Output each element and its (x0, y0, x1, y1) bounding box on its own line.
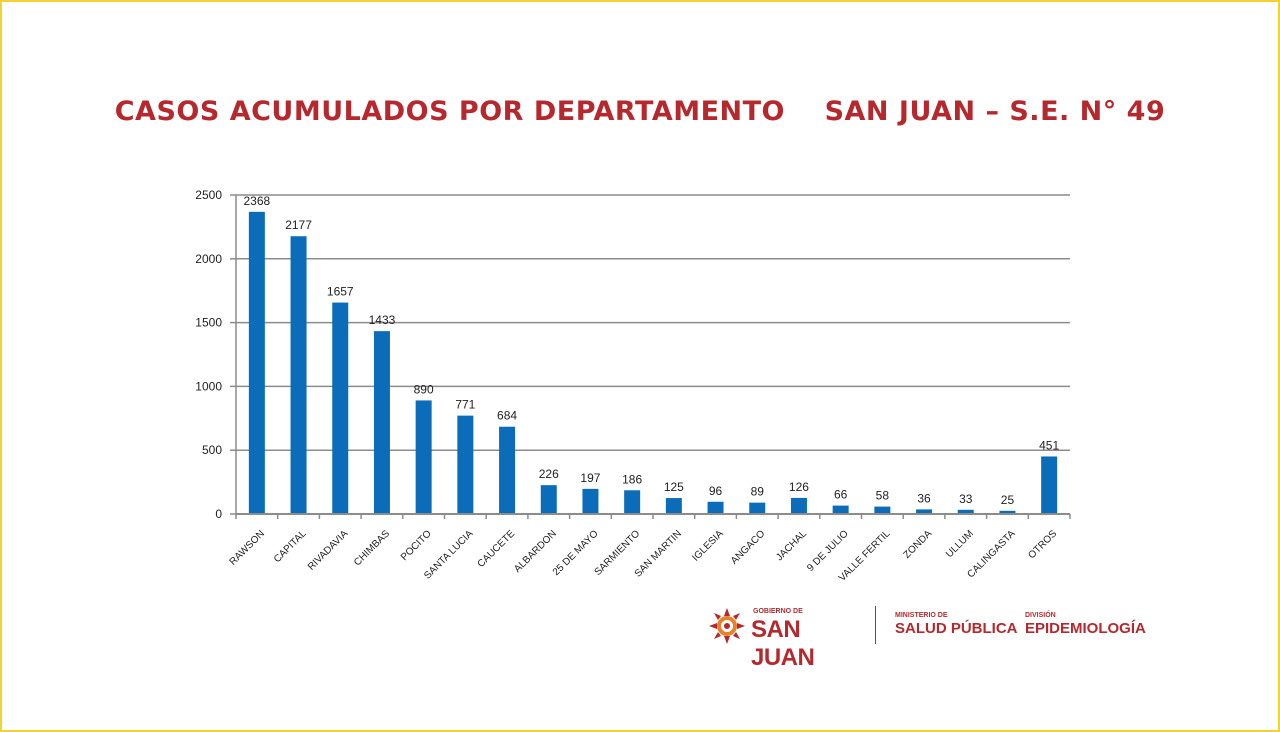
y-tick-label: 1000 (195, 379, 222, 393)
san-juan-label: SAN JUAN (751, 616, 815, 671)
y-tick-label: 500 (202, 443, 222, 457)
x-tick-label: ANGACO (729, 528, 768, 567)
data-label: 1657 (327, 285, 354, 299)
footer-logos: GOBIERNO DE SAN JUAN MINISTERIO DE SALUD… (705, 602, 1155, 671)
data-label: 36 (917, 491, 931, 505)
chart-title: CASOS ACUMULADOS POR DEPARTAMENTO SAN JU… (114, 96, 1166, 127)
x-tick-label: CHIMBAS (352, 528, 392, 568)
x-tick-label: JACHAL (774, 528, 809, 563)
data-label: 451 (1039, 438, 1059, 452)
data-label: 33 (959, 492, 973, 506)
data-label: 197 (580, 471, 600, 485)
bar-chart: 0 500 1000 1500 2000 2500 2368 RAWSON 2177 CAPITA… (195, 188, 1071, 584)
data-label: 89 (751, 485, 765, 499)
data-label: 96 (709, 484, 723, 498)
y-tick-label: 2500 (195, 188, 222, 202)
ministerio-salud-logo: MINISTERIO DE SALUD PÚBLICA (895, 612, 1018, 637)
bar (790, 497, 807, 514)
bar (540, 485, 557, 514)
bar (874, 506, 891, 514)
x-tick-label: RAWSON (228, 528, 267, 567)
data-label: 58 (876, 489, 890, 503)
data-label: 25 (1001, 493, 1015, 507)
x-tick-label: RIVADAVIA (306, 528, 351, 573)
data-label: 1433 (369, 313, 396, 327)
bar (957, 509, 974, 514)
logo-divider (875, 606, 876, 644)
salud-publica-label: SALUD PÚBLICA (895, 620, 1018, 637)
y-tick-label: 1500 (195, 316, 222, 330)
data-label: 125 (664, 480, 684, 494)
x-tick-label: OTROS (1026, 528, 1059, 561)
gobierno-de-label: GOBIERNO DE (753, 608, 803, 615)
bar (248, 211, 265, 514)
x-tick-label: ZONDA (902, 528, 935, 561)
bar (373, 331, 390, 514)
x-tick-label: CAPITAL (272, 528, 309, 565)
x-tick-label: CAUCETE (476, 528, 518, 570)
data-label: 66 (834, 488, 848, 502)
bar (332, 302, 349, 514)
bar (916, 509, 933, 514)
gobierno-san-juan-logo: GOBIERNO DE SAN JUAN (705, 604, 865, 671)
data-label: 2368 (243, 194, 270, 208)
x-tick-label: IGLESIA (690, 528, 726, 564)
bar (665, 498, 682, 514)
bar (749, 502, 766, 514)
y-tick-label: 2000 (195, 252, 222, 266)
data-label: 226 (539, 467, 559, 481)
data-label: 684 (497, 409, 517, 423)
bar (624, 490, 641, 514)
bar (290, 236, 307, 515)
epidemiologia-label: EPIDEMIOLOGÍA (1025, 620, 1146, 637)
x-tick-label: 9 DE JULIO (805, 528, 851, 574)
data-label: 771 (455, 398, 475, 412)
bar (1041, 456, 1058, 514)
bar (457, 415, 474, 514)
y-tick-label: 0 (215, 507, 222, 521)
x-tick-label: POCITO (399, 528, 434, 563)
division-label: DIVISIÓN (1025, 612, 1056, 619)
bar (415, 400, 432, 514)
data-label: 126 (789, 480, 809, 494)
sun-emblem-icon (709, 608, 745, 644)
bar (707, 501, 724, 514)
data-label: 186 (622, 472, 642, 486)
data-label: 2177 (285, 218, 312, 232)
x-tick-label: ULLUM (944, 528, 976, 560)
bar (999, 510, 1016, 514)
division-epidemiologia-logo: DIVISIÓN EPIDEMIOLOGÍA (1025, 612, 1146, 637)
ministerio-de-label: MINISTERIO DE (895, 612, 948, 619)
bar (582, 488, 599, 514)
data-label: 890 (414, 382, 434, 396)
bar (499, 426, 516, 514)
bar (832, 505, 849, 514)
